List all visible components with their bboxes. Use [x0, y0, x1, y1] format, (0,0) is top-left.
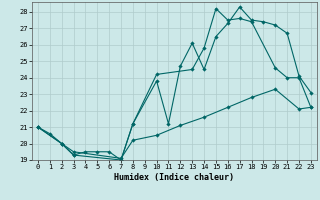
X-axis label: Humidex (Indice chaleur): Humidex (Indice chaleur) [115, 173, 234, 182]
